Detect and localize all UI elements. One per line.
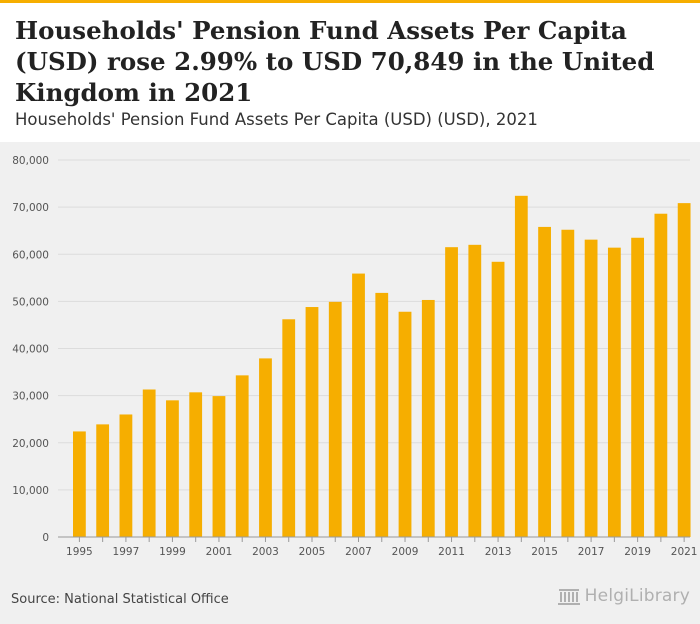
y-tick-label: 40,000 xyxy=(12,344,49,356)
bar xyxy=(468,244,482,537)
x-tick-label: 2005 xyxy=(299,546,326,558)
bar xyxy=(398,311,412,537)
bar xyxy=(538,226,551,537)
bar-chart: 0 10,000 20,000 30,000 40,000 50,000 60,000 70,… xyxy=(12,155,698,558)
x-tick-label: 1999 xyxy=(159,546,186,558)
accent-bar xyxy=(0,0,700,3)
y-tick-label: 50,000 xyxy=(12,296,49,308)
y-tick-label: 60,000 xyxy=(12,249,49,261)
x-tick-label: 1995 xyxy=(66,546,93,558)
bar xyxy=(96,424,110,537)
bar xyxy=(514,195,528,537)
y-tick-label: 0 xyxy=(42,532,49,544)
bar xyxy=(607,247,621,537)
chart-title: Households' Pension Fund Assets Per Capi… xyxy=(15,16,655,107)
bar xyxy=(561,229,575,537)
bar xyxy=(631,237,645,537)
bar xyxy=(166,400,179,537)
chart-area: 0 10,000 20,000 30,000 40,000 50,000 60,000 70,… xyxy=(0,142,700,574)
y-tick-label: 80,000 xyxy=(12,155,49,167)
bar xyxy=(445,247,458,537)
x-tick-label: 2011 xyxy=(438,546,465,558)
y-tick-label: 70,000 xyxy=(12,202,49,214)
bar xyxy=(491,261,505,537)
x-tick-label: 2001 xyxy=(206,546,233,558)
bar xyxy=(654,213,668,537)
bar xyxy=(212,396,226,537)
y-tick-label: 10,000 xyxy=(12,485,49,497)
bar xyxy=(73,431,86,537)
y-tick-label: 20,000 xyxy=(12,438,49,450)
bar xyxy=(677,203,691,537)
x-tick-label: 2017 xyxy=(578,546,605,558)
bar xyxy=(328,301,342,537)
bar xyxy=(142,389,156,537)
x-tick-label: 2003 xyxy=(252,546,279,558)
chart-header: Households' Pension Fund Assets Per Capi… xyxy=(0,3,700,142)
bar xyxy=(119,414,133,537)
bar xyxy=(305,307,319,537)
library-icon xyxy=(557,589,580,605)
x-tick-label: 2007 xyxy=(345,546,372,558)
x-tick-label: 2021 xyxy=(671,546,698,558)
bar xyxy=(421,299,435,537)
bar xyxy=(282,319,296,537)
bar xyxy=(235,375,249,537)
logo-text: HelgiLibrary xyxy=(584,586,690,606)
bar xyxy=(189,392,203,537)
x-tick-label: 2015 xyxy=(531,546,558,558)
x-tick-label: 2019 xyxy=(624,546,651,558)
bar xyxy=(584,239,598,538)
bar xyxy=(259,358,272,537)
x-tick-label: 1997 xyxy=(113,546,140,558)
bar xyxy=(375,292,389,537)
chart-subtitle: Households' Pension Fund Assets Per Capi… xyxy=(15,110,538,129)
source-note: Source: National Statistical Office xyxy=(11,592,229,607)
brand-logo[interactable]: HelgiLibrary xyxy=(557,586,690,606)
x-tick-label: 2009 xyxy=(392,546,419,558)
chart-footer: Source: National Statistical Office Helg… xyxy=(0,574,700,624)
x-tick-label: 2013 xyxy=(485,546,512,558)
bar xyxy=(352,273,365,537)
y-tick-label: 30,000 xyxy=(12,391,49,403)
